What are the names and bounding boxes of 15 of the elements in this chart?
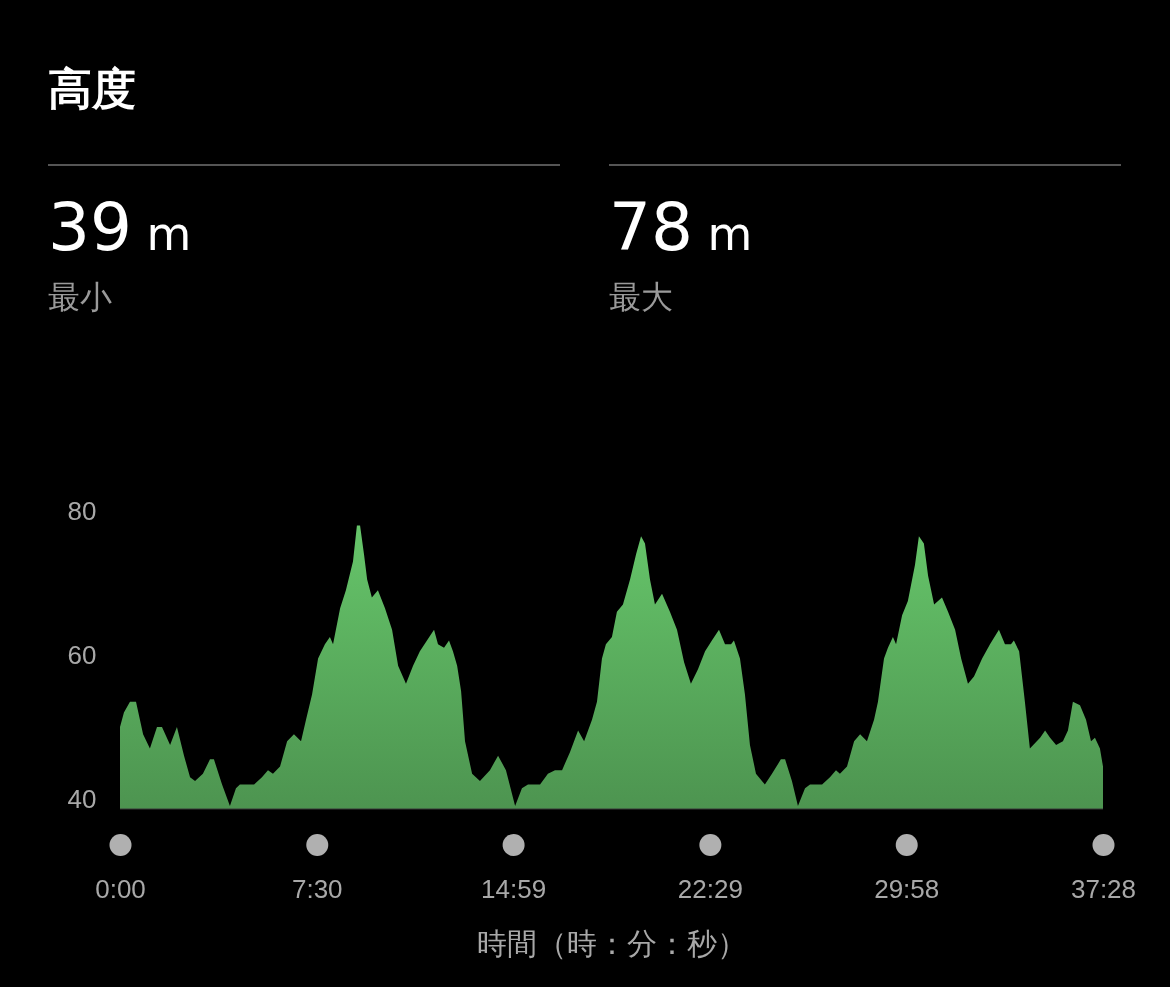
x-tick-label: 22:29 — [677, 874, 743, 905]
x-tick-label: 14:59 — [481, 874, 547, 905]
x-tick-label: 7:30 — [291, 874, 343, 905]
text: 39 m — [48, 189, 192, 266]
y-tick-label: 80 — [67, 495, 97, 526]
y-tick-label: 60 — [67, 639, 97, 670]
x-axis-title: 時間（時：分：秒） — [476, 926, 747, 961]
x-tick-label: 37:28 — [1070, 874, 1137, 905]
text: 78 m — [609, 189, 753, 266]
y-tick-label: 40 — [67, 783, 97, 814]
text: 最小 — [48, 278, 112, 316]
text: 最大 — [609, 278, 673, 316]
chart-title: 高度 — [48, 63, 136, 114]
x-tick-label: 0:00 — [95, 874, 146, 905]
x-tick-label: 29:58 — [874, 874, 940, 905]
